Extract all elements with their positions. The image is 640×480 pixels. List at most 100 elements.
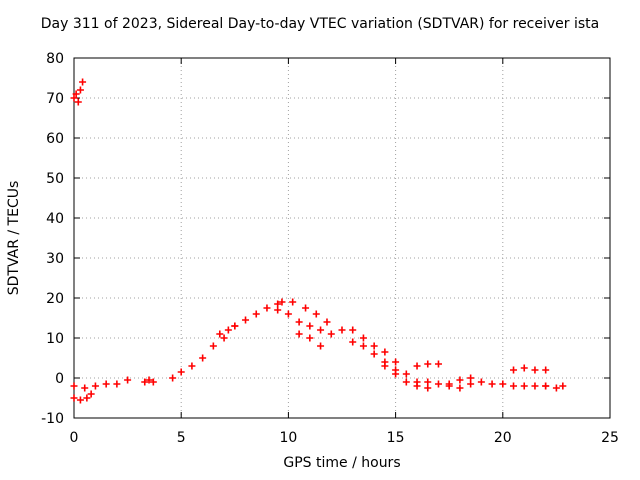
data-point [317,326,325,334]
data-point [91,382,99,390]
chart-title: Day 311 of 2023, Sidereal Day-to-day VTE… [40,16,600,32]
data-point [445,382,453,390]
data-point [392,370,400,378]
data-point [141,378,149,386]
data-point [370,350,378,358]
x-tick-label: 20 [494,430,512,446]
data-point [559,382,567,390]
data-point [349,326,357,334]
data-point [317,342,325,350]
data-point [177,368,185,376]
data-points [70,78,567,404]
data-point [424,384,432,392]
data-point [113,380,121,388]
data-point [359,334,367,342]
y-tick-label: 50 [46,171,64,187]
y-tick-label: 60 [46,131,64,147]
data-point [434,380,442,388]
data-point [402,370,410,378]
data-point [169,374,177,382]
y-tick-label: 40 [46,211,64,227]
data-point [81,384,89,392]
plot-area-frame [73,57,611,419]
x-tick-label: 5 [177,430,186,446]
data-point [520,364,528,372]
data-point [76,396,84,404]
data-point [295,330,303,338]
data-point [209,342,217,350]
data-point [349,338,357,346]
x-axis-ticks: 0 5 10 15 20 25 [70,58,619,446]
data-point [424,360,432,368]
data-point [510,382,518,390]
data-point [274,300,282,308]
data-point [381,348,389,356]
data-point [70,394,78,402]
data-point [70,382,78,390]
data-point [274,306,282,314]
data-point [220,334,228,342]
data-point [83,394,91,402]
data-point [102,380,110,388]
data-point [79,78,87,86]
y-axis-ticks: -10 0 10 20 30 40 50 60 70 80 [41,51,610,427]
y-tick-label: -10 [41,411,64,427]
data-point [199,354,207,362]
data-point [72,90,80,98]
y-tick-label: 80 [46,51,64,67]
data-point [520,382,528,390]
data-point [306,322,314,330]
data-point [456,384,464,392]
y-axis-label: SDTVAR / TECUs [6,180,22,296]
grid-lines [74,58,610,418]
y-tick-label: 20 [46,291,64,307]
data-point [456,376,464,384]
data-point [424,378,432,386]
y-tick-label: 0 [55,371,64,387]
data-point [76,86,84,94]
data-point [306,334,314,342]
data-point [434,360,442,368]
data-point [370,342,378,350]
data-point [413,362,421,370]
data-point [70,94,78,102]
data-point [488,380,496,388]
data-point [188,362,196,370]
data-point [467,380,475,388]
data-point [413,382,421,390]
data-point [124,376,132,384]
data-point [312,310,320,318]
data-point [302,304,310,312]
data-point [216,330,224,338]
data-point [231,322,239,330]
data-point [327,330,335,338]
data-point [467,374,475,382]
x-tick-label: 15 [387,430,405,446]
data-point [510,366,518,374]
data-point [392,358,400,366]
data-point [252,310,260,318]
data-point [149,378,157,386]
x-axis-label: GPS time / hours [283,455,401,471]
data-point [381,362,389,370]
data-point [402,378,410,386]
data-point [263,304,271,312]
data-point [542,366,550,374]
y-tick-label: 10 [46,331,64,347]
data-point [323,318,331,326]
data-point [338,326,346,334]
data-point [295,318,303,326]
data-point [145,376,153,384]
data-point [224,326,232,334]
data-point [477,378,485,386]
x-tick-label: 25 [601,430,619,446]
data-point [278,298,286,306]
data-point [284,310,292,318]
x-tick-label: 0 [70,430,79,446]
data-point [499,380,507,388]
x-tick-label: 10 [279,430,297,446]
data-point [87,390,95,398]
data-point [552,384,560,392]
data-point [359,342,367,350]
